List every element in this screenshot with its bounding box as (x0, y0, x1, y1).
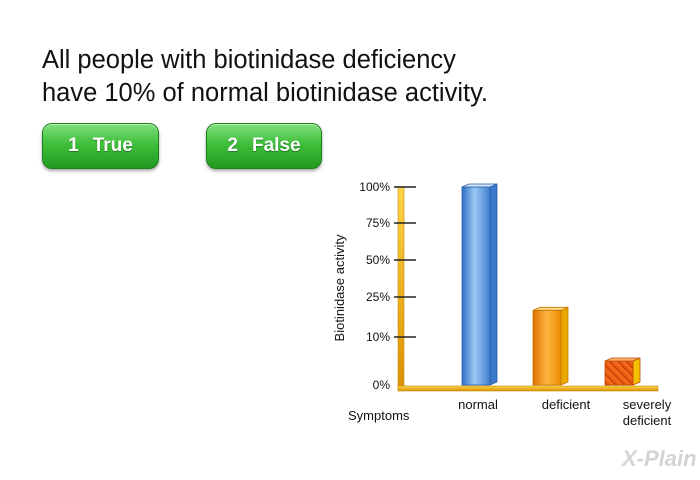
answer-false-number: 2 (227, 135, 238, 156)
x-axis (397, 385, 659, 392)
bar-side-0 (489, 183, 498, 386)
bar-deficient (532, 309, 562, 386)
chart-y-ticks: 0% 10% 25% 50% 75% 100% (359, 180, 416, 392)
bar-side-2 (632, 357, 641, 386)
x-tick-label: deficient (542, 397, 591, 412)
y-tick-label: 10% (366, 330, 390, 344)
chart-y-axis-label: Biotinidase activity (332, 234, 347, 341)
x-tick-label-line: deficient (542, 397, 591, 412)
chart-x-axis-label: Symptoms (348, 408, 410, 423)
y-axis (397, 186, 405, 390)
x-tick-label: severely deficient (623, 397, 672, 428)
answer-true-label: True (92, 135, 133, 156)
answer-false-label: False (251, 135, 301, 156)
chart-x-labels: normal deficient severely deficient (458, 397, 672, 428)
x-tick-label-line: deficient (623, 413, 672, 428)
bar-top-0 (461, 183, 498, 188)
question-line-1: All people with biotinidase deficiency (42, 46, 456, 74)
bar-severely-deficient (604, 360, 634, 386)
biotinidase-chart: 0%10%25%50%75%100% normal deficient severe… (332, 180, 672, 428)
question-line-2: have 10% of normal biotinidase activity. (42, 79, 489, 107)
bar-side-1 (560, 306, 569, 386)
y-tick-label: 25% (366, 290, 390, 304)
bar-top-2 (604, 357, 641, 362)
bar-normal (461, 186, 491, 386)
x-plain-logo: X-Plain (622, 446, 697, 471)
y-tick-label: 75% (366, 216, 390, 230)
y-tick-label: 50% (366, 253, 390, 267)
x-tick-label: normal (458, 397, 498, 412)
x-tick-label-line: severely (623, 397, 672, 412)
bar-top-1 (532, 306, 569, 311)
answer-true-button[interactable]: 1 True (42, 123, 159, 169)
y-tick-label: 100% (359, 180, 390, 194)
chart-bars (461, 183, 641, 386)
answer-true-number: 1 (68, 135, 79, 156)
x-tick-label-line: normal (458, 397, 498, 412)
answer-false-button[interactable]: 2 False (206, 123, 322, 169)
question-text: All people with biotinidase deficiency h… (42, 44, 662, 110)
y-tick-label: 0% (373, 378, 391, 392)
